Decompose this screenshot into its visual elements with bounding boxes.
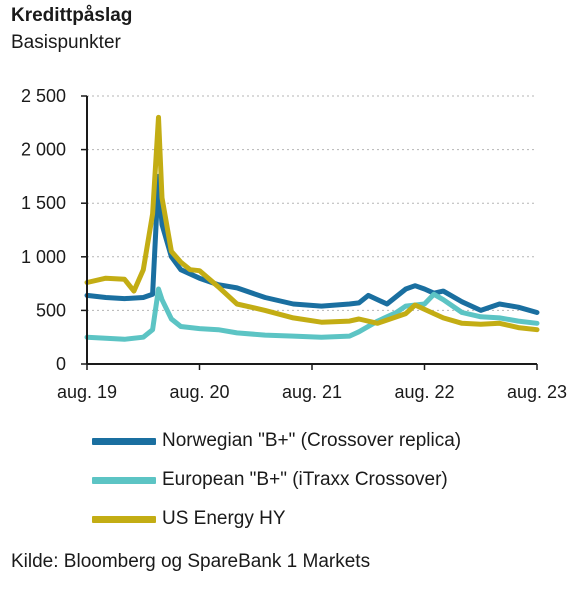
chart-subtitle: Basispunkter bbox=[11, 32, 121, 53]
legend-label-norwegian: Norwegian "B+" (Crossover replica) bbox=[162, 430, 462, 451]
y-tick-label: 1 000 bbox=[21, 247, 66, 267]
series-lines bbox=[84, 114, 540, 342]
y-tick-label: 2 500 bbox=[21, 86, 66, 106]
series-line-2 bbox=[84, 114, 540, 333]
legend-swatch-us-energy bbox=[92, 515, 156, 523]
legend: Norwegian "B+" (Crossover replica) Europ… bbox=[92, 428, 461, 545]
y-tick-label: 500 bbox=[36, 300, 66, 320]
y-tick-label: 1 500 bbox=[21, 193, 66, 213]
series-line-1 bbox=[84, 286, 540, 342]
y-tick-label: 0 bbox=[56, 354, 66, 374]
axes: 0 500 1 000 1 500 2 000 2 500 aug. 19 aug. 20 au… bbox=[21, 86, 567, 402]
legend-item-us-energy: US Energy HY bbox=[92, 506, 461, 532]
x-tick-label: aug. 20 bbox=[169, 382, 229, 402]
legend-item-norwegian: Norwegian "B+" (Crossover replica) bbox=[92, 428, 461, 454]
legend-label-us-energy: US Energy HY bbox=[162, 508, 286, 529]
line-chart: 0 500 1 000 1 500 2 000 2 500 aug. 19 aug. 20 au… bbox=[21, 86, 567, 402]
legend-label-european: European "B+" (iTraxx Crossover) bbox=[162, 469, 448, 490]
x-tick-label: aug. 21 bbox=[282, 382, 342, 402]
x-tick-label: aug. 23 bbox=[507, 382, 567, 402]
legend-item-european: European "B+" (iTraxx Crossover) bbox=[92, 467, 461, 493]
legend-swatch-european bbox=[92, 476, 156, 484]
chart-title: Kredittpåslag bbox=[11, 5, 133, 26]
legend-swatch-norwegian bbox=[92, 437, 156, 445]
x-tick-label: aug. 22 bbox=[394, 382, 454, 402]
source-note: Kilde: Bloomberg og SpareBank 1 Markets bbox=[11, 551, 371, 572]
series-line-0 bbox=[84, 173, 540, 315]
y-tick-label: 2 000 bbox=[21, 140, 66, 160]
x-tick-label: aug. 19 bbox=[57, 382, 117, 402]
